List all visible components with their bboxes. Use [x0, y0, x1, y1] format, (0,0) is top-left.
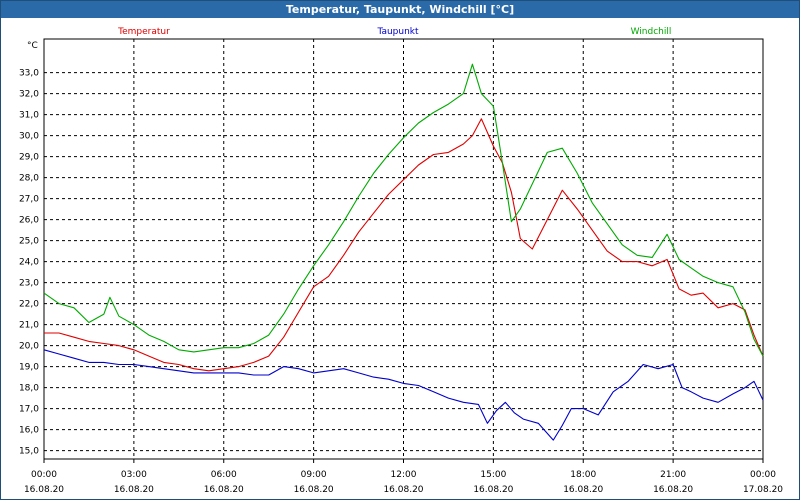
x-tick-label-date: 16.08.20	[653, 485, 693, 495]
x-tick-label-date: 16.08.20	[563, 485, 603, 495]
x-tick-label-date: 16.08.20	[294, 485, 334, 495]
y-tick-label: 24,0	[19, 258, 39, 268]
y-tick-label: 21,0	[19, 321, 39, 331]
series-line-taupunkt	[43, 349, 764, 441]
x-tick-label-time: 15:00	[480, 470, 506, 480]
y-tick-label: 23,0	[19, 279, 39, 289]
y-tick-label: 26,0	[19, 216, 39, 226]
y-tick-label: 32,0	[19, 90, 39, 100]
y-tick-label: 20,0	[19, 342, 39, 352]
legend-entry-taupunkt: Taupunkt	[376, 27, 419, 37]
x-tick-label-time: 09:00	[301, 470, 327, 480]
x-tick-label-time: 00:00	[31, 470, 57, 480]
x-tick-label-date: 16.08.20	[24, 485, 64, 495]
window-title: Temperatur, Taupunkt, Windchill [°C]	[1, 1, 799, 18]
x-tick-label-time: 06:00	[211, 470, 237, 480]
y-tick-label: 29,0	[19, 153, 39, 163]
y-tick-label: 19,0	[19, 363, 39, 373]
x-tick-label-time: 21:00	[660, 470, 686, 480]
x-tick-label-time: 12:00	[391, 470, 417, 480]
x-tick-label-date: 16.08.20	[473, 485, 513, 495]
x-tick-label-time: 03:00	[121, 470, 147, 480]
x-tick-label-date: 16.08.20	[383, 485, 423, 495]
x-tick-label-date: 16.08.20	[114, 485, 154, 495]
y-tick-label: 27,0	[19, 195, 39, 205]
y-axis-unit: °C	[27, 41, 38, 51]
y-tick-label: 22,0	[19, 300, 39, 310]
series-line-windchill	[43, 63, 764, 357]
y-tick-label: 25,0	[19, 237, 39, 247]
y-tick-label: 16,0	[19, 426, 39, 436]
x-tick-label-date: 16.08.20	[204, 485, 244, 495]
y-tick-label: 30,0	[19, 132, 39, 142]
legend-entry-temperatur: Temperatur	[117, 27, 170, 37]
x-tick-label-time: 18:00	[570, 470, 596, 480]
y-tick-label: 18,0	[19, 384, 39, 394]
legend-entry-windchill: Windchill	[631, 27, 672, 37]
x-tick-label-date: 17.08.20	[743, 485, 783, 495]
y-tick-label: 33,0	[19, 69, 39, 79]
plot-area-frame	[43, 38, 764, 460]
y-tick-label: 31,0	[19, 111, 39, 121]
y-tick-label: 28,0	[19, 174, 39, 184]
y-tick-label: 17,0	[19, 405, 39, 415]
series-line-temperatur	[44, 118, 764, 372]
y-tick-label: 15,0	[19, 447, 39, 457]
x-tick-label-time: 00:00	[750, 470, 776, 480]
